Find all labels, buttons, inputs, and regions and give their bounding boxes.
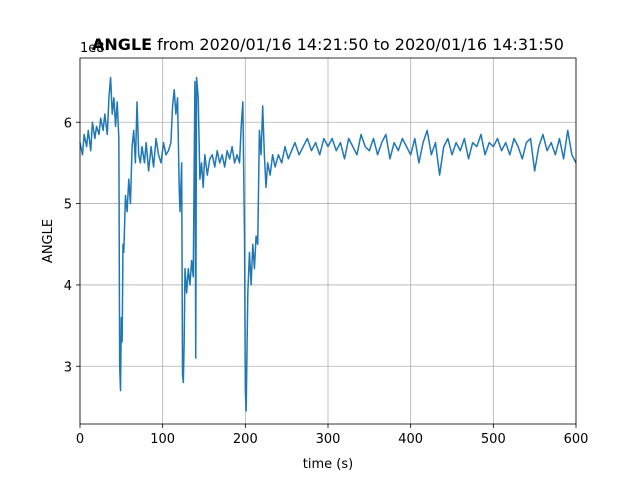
x-tick-label: 400 [398, 432, 423, 447]
y-tick-label: 5 [64, 198, 72, 213]
x-axis-label: time (s) [303, 457, 353, 472]
y-tick-label: 6 [64, 116, 72, 131]
y-axis-label: ANGLE [41, 219, 56, 263]
title-bold: ANGLE [92, 35, 152, 54]
x-tick-label: 500 [481, 432, 506, 447]
y-offset-text: 1e8 [80, 41, 105, 56]
x-tick-label: 600 [564, 432, 589, 447]
plot-area [79, 58, 577, 424]
y-tick-label: 3 [64, 360, 72, 375]
chart-title: ANGLE from 2020/01/16 14:21:50 to 2020/01… [92, 35, 564, 54]
x-tick-label: 300 [316, 432, 341, 447]
y-tick-label: 4 [64, 279, 72, 294]
x-tick-label: 100 [150, 432, 175, 447]
data-line [79, 76, 577, 412]
x-tick-label: 0 [76, 432, 84, 447]
title-rest: from 2020/01/16 14:21:50 to 2020/01/16 1… [157, 35, 564, 54]
x-tick-label: 200 [233, 432, 258, 447]
